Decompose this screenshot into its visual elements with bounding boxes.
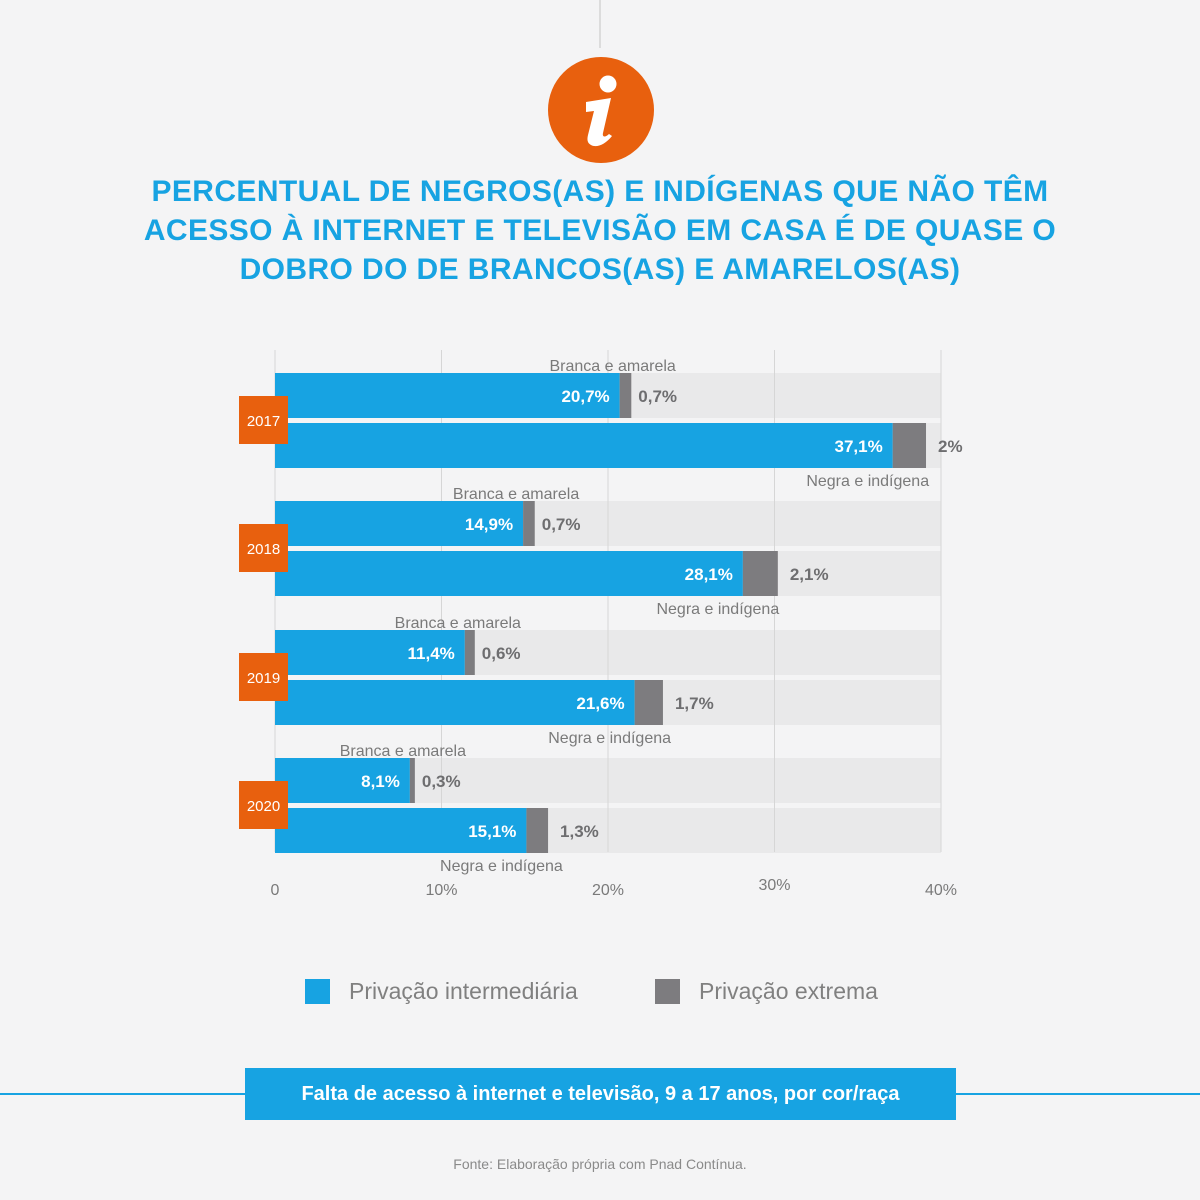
bar-extreme (742, 551, 778, 596)
year-badge (239, 524, 288, 572)
legend-item-intermediate: Privação intermediária (305, 978, 578, 1005)
bar-intermediate (275, 373, 620, 418)
year-label: 2017 (247, 413, 280, 430)
data-label-intermediate: 37,1% (835, 437, 883, 456)
bar-intermediate (275, 680, 635, 725)
legend-item-extreme: Privação extrema (655, 978, 878, 1005)
bar-extreme (464, 630, 475, 675)
top-divider-line (599, 0, 601, 48)
year-badge (239, 396, 288, 444)
x-tick-label: 40% (925, 882, 957, 899)
data-label-intermediate: 15,1% (468, 822, 516, 841)
data-label-intermediate: 21,6% (576, 694, 624, 713)
bar-intermediate (275, 630, 465, 675)
category-label: Branca e amarela (395, 615, 521, 632)
data-label-intermediate: 11,4% (408, 644, 455, 663)
data-label-extreme: 2,1% (790, 565, 829, 584)
title-line: ACESSO À INTERNET E TELEVISÃO EM CASA É … (143, 214, 1057, 247)
page-title: PERCENTUAL DE NEGROS(AS) E INDÍGENAS QUE… (60, 172, 1140, 289)
bar-intermediate (275, 423, 893, 468)
year-label: 2020 (247, 798, 280, 815)
data-label-intermediate: 28,1% (685, 565, 733, 584)
x-tick-label: 0 (271, 882, 280, 899)
data-label-extreme: 1,3% (560, 822, 599, 841)
category-label: Negra e indígena (656, 601, 779, 618)
bar-intermediate (275, 758, 410, 803)
bar-extreme (526, 808, 549, 853)
legend-swatch-extreme (655, 979, 680, 1004)
bar-intermediate (275, 808, 527, 853)
data-label-extreme: 2% (938, 437, 963, 456)
data-label-extreme: 0,3% (422, 772, 461, 791)
bar-extreme (892, 423, 927, 468)
year-badge (239, 781, 288, 829)
bar-extreme (409, 758, 415, 803)
category-label: Branca e amarela (340, 743, 466, 760)
year-badge (239, 653, 288, 701)
data-label-extreme: 0,7% (638, 387, 677, 406)
stacked-bar-chart: 20,7% 0,7% Branca e amarela 37,1% 2% Negra e … (239, 350, 963, 899)
bar-intermediate (275, 501, 524, 546)
data-label-intermediate: 8,1% (361, 772, 400, 791)
year-label: 2019 (247, 670, 280, 687)
title-line: PERCENTUAL DE NEGROS(AS) E INDÍGENAS QUE… (151, 175, 1049, 208)
category-label: Negra e indígena (440, 858, 563, 875)
bar-extreme (634, 680, 663, 725)
legend: Privação intermediária Privação extrema (0, 978, 1200, 1008)
legend-swatch-intermediate (305, 979, 330, 1004)
legend-label-extreme: Privação extrema (699, 978, 878, 1004)
source-note: Fonte: Elaboração própria com Pnad Contí… (453, 1156, 747, 1172)
bar-intermediate (275, 551, 743, 596)
info-icon (548, 57, 654, 163)
data-label-intermediate: 14,9% (465, 515, 513, 534)
legend-label-intermediate: Privação intermediária (349, 978, 578, 1004)
title-line: DOBRO DO DE BRANCOS(AS) E AMARELOS(AS) (239, 253, 961, 286)
category-label: Negra e indígena (548, 730, 671, 747)
x-tick-label: 30% (758, 877, 790, 894)
bar-extreme (619, 373, 632, 418)
data-label-extreme: 0,7% (542, 515, 581, 534)
data-label-extreme: 1,7% (675, 694, 714, 713)
chart-caption: Falta de acesso à internet e televisão, … (245, 1068, 956, 1120)
category-label: Branca e amarela (550, 358, 676, 375)
data-label-intermediate: 20,7% (561, 387, 609, 406)
category-label: Negra e indígena (806, 473, 929, 490)
x-tick-label: 10% (425, 882, 457, 899)
year-label: 2018 (247, 541, 280, 558)
data-label-extreme: 0,6% (482, 644, 521, 663)
category-label: Branca e amarela (453, 486, 579, 503)
x-tick-label: 20% (592, 882, 624, 899)
bar-extreme (523, 501, 535, 546)
